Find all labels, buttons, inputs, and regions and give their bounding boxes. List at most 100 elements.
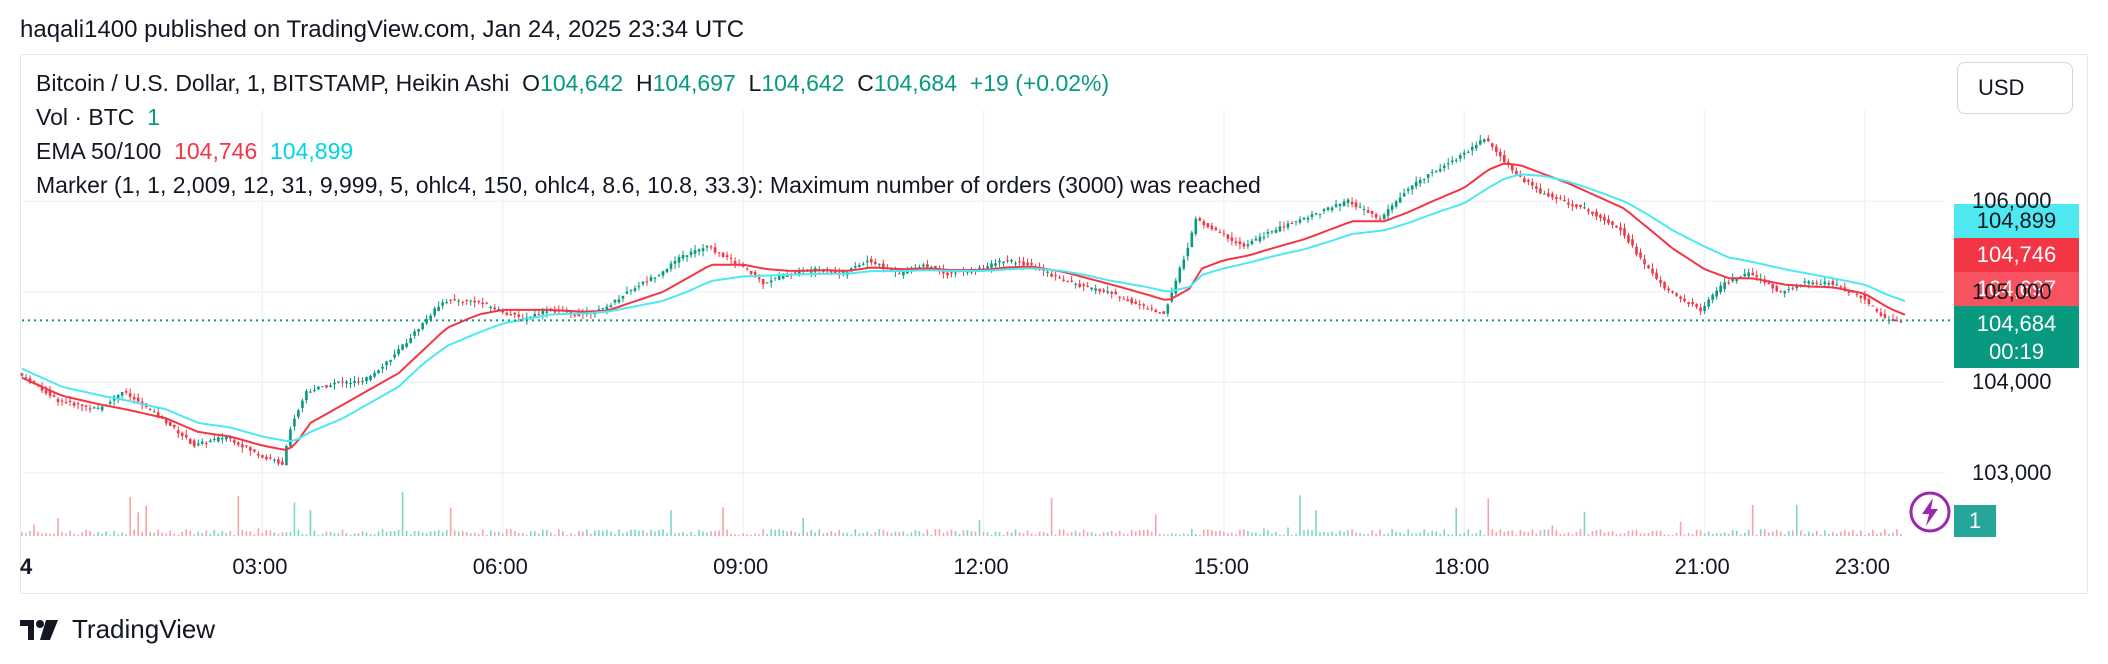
volume-bar [1207,529,1209,536]
candle-body [954,272,957,274]
volume-bar [1679,521,1682,536]
volume-bar [1487,498,1490,536]
candle-body [1839,286,1843,288]
candle-body [1102,289,1105,292]
candle-body [1466,151,1470,153]
x-tick-label: 21:00 [1674,554,1730,579]
ema50-price-tag: 104,746 [1954,238,2079,272]
volume-bar [834,532,837,536]
candle-body [1338,203,1342,206]
volume-bar [1183,533,1185,536]
currency-button[interactable]: USD [1957,62,2073,114]
footer-brand[interactable]: TradingView [72,614,216,644]
candle-body [1330,207,1334,211]
candle-body [1719,285,1722,293]
candle-body [593,313,597,315]
candle-body [1262,237,1266,239]
volume-bar [245,531,248,536]
volume-bar [117,534,119,536]
volume-bar [1150,532,1153,536]
candle-body [637,285,641,287]
candle-body [645,281,649,283]
candle-body [765,282,769,284]
volume-bar [1166,534,1169,536]
volume-bar [1491,529,1494,536]
x-tick-label: 03:00 [232,554,288,579]
volume-bar [473,532,476,536]
volume-bar [405,531,408,536]
volume-bar [1439,533,1442,536]
volume-bar [509,529,512,536]
volume-bar [277,533,280,536]
volume-bar [1771,531,1774,536]
candle-body [1250,240,1254,245]
candle-body [1551,193,1554,198]
volume-bar [257,528,260,536]
candle-body [1346,199,1350,203]
volume-bar [1403,534,1405,536]
volume-bar [497,531,500,536]
candle-body [1374,214,1378,218]
volume-bar [534,531,536,536]
candle-body [1643,259,1646,265]
lightning-icon[interactable] [1908,490,1952,534]
volume-bar [774,530,776,536]
candle-body [188,439,192,444]
volume-bar [1391,529,1393,536]
volume-bar [1283,534,1285,536]
candle-body [377,370,380,374]
candle-body [601,308,605,310]
candle-body [1190,232,1194,247]
candle-body [1843,287,1847,290]
candle-body [108,401,112,404]
candle-body [1234,241,1238,244]
volume-bar [690,531,692,536]
candle-body [1006,260,1009,262]
volume-bar [814,532,817,536]
volume-bar [1195,533,1197,536]
volume-label[interactable]: Vol · BTC [36,104,135,130]
candle-body [84,405,88,407]
volume-bar [846,532,849,536]
candle-body [1246,244,1250,247]
volume-bar [325,531,328,536]
volume-bar [1371,530,1373,536]
candle-body [1238,241,1242,245]
candle-body [1214,227,1218,230]
candle-body [1655,272,1658,279]
candle-body [293,418,296,427]
candle-body [1414,181,1418,187]
volume-bar [1567,532,1570,536]
high-price-tag: 104,697 [1954,272,2079,306]
candle-body [437,306,440,311]
candle-body [1867,299,1871,305]
volume-bar [1311,530,1313,536]
marker-text[interactable]: Marker (1, 1, 2,009, 12, 31, 9,999, 5, o… [36,172,1261,198]
candle-body [208,440,212,443]
volume-bar [610,531,612,536]
volume-bar [822,533,825,536]
volume-bar [594,530,596,536]
volume-bar [173,533,176,536]
volume-bar [165,533,168,536]
candle-body [1831,281,1835,285]
volume-bar [1259,534,1261,536]
volume-bar [1175,533,1177,536]
candle-body [1386,209,1390,216]
volume-bar [1018,532,1021,536]
volume-bar [285,532,288,536]
candle-body [1146,308,1150,310]
volume-bar [269,530,272,536]
candle-body [677,256,681,263]
volume-bar [145,505,147,536]
ema-label[interactable]: EMA 50/100 [36,138,162,164]
candle-body [1354,202,1358,208]
volume-bar [1795,504,1798,536]
volume-bar [1884,529,1886,536]
symbol-name[interactable]: Bitcoin / U.S. Dollar, 1, BITSTAMP, Heik… [36,70,510,96]
volume-bar [1142,530,1145,536]
volume-bar [337,533,340,536]
volume-bar [726,529,728,536]
candle-body [1751,272,1754,276]
